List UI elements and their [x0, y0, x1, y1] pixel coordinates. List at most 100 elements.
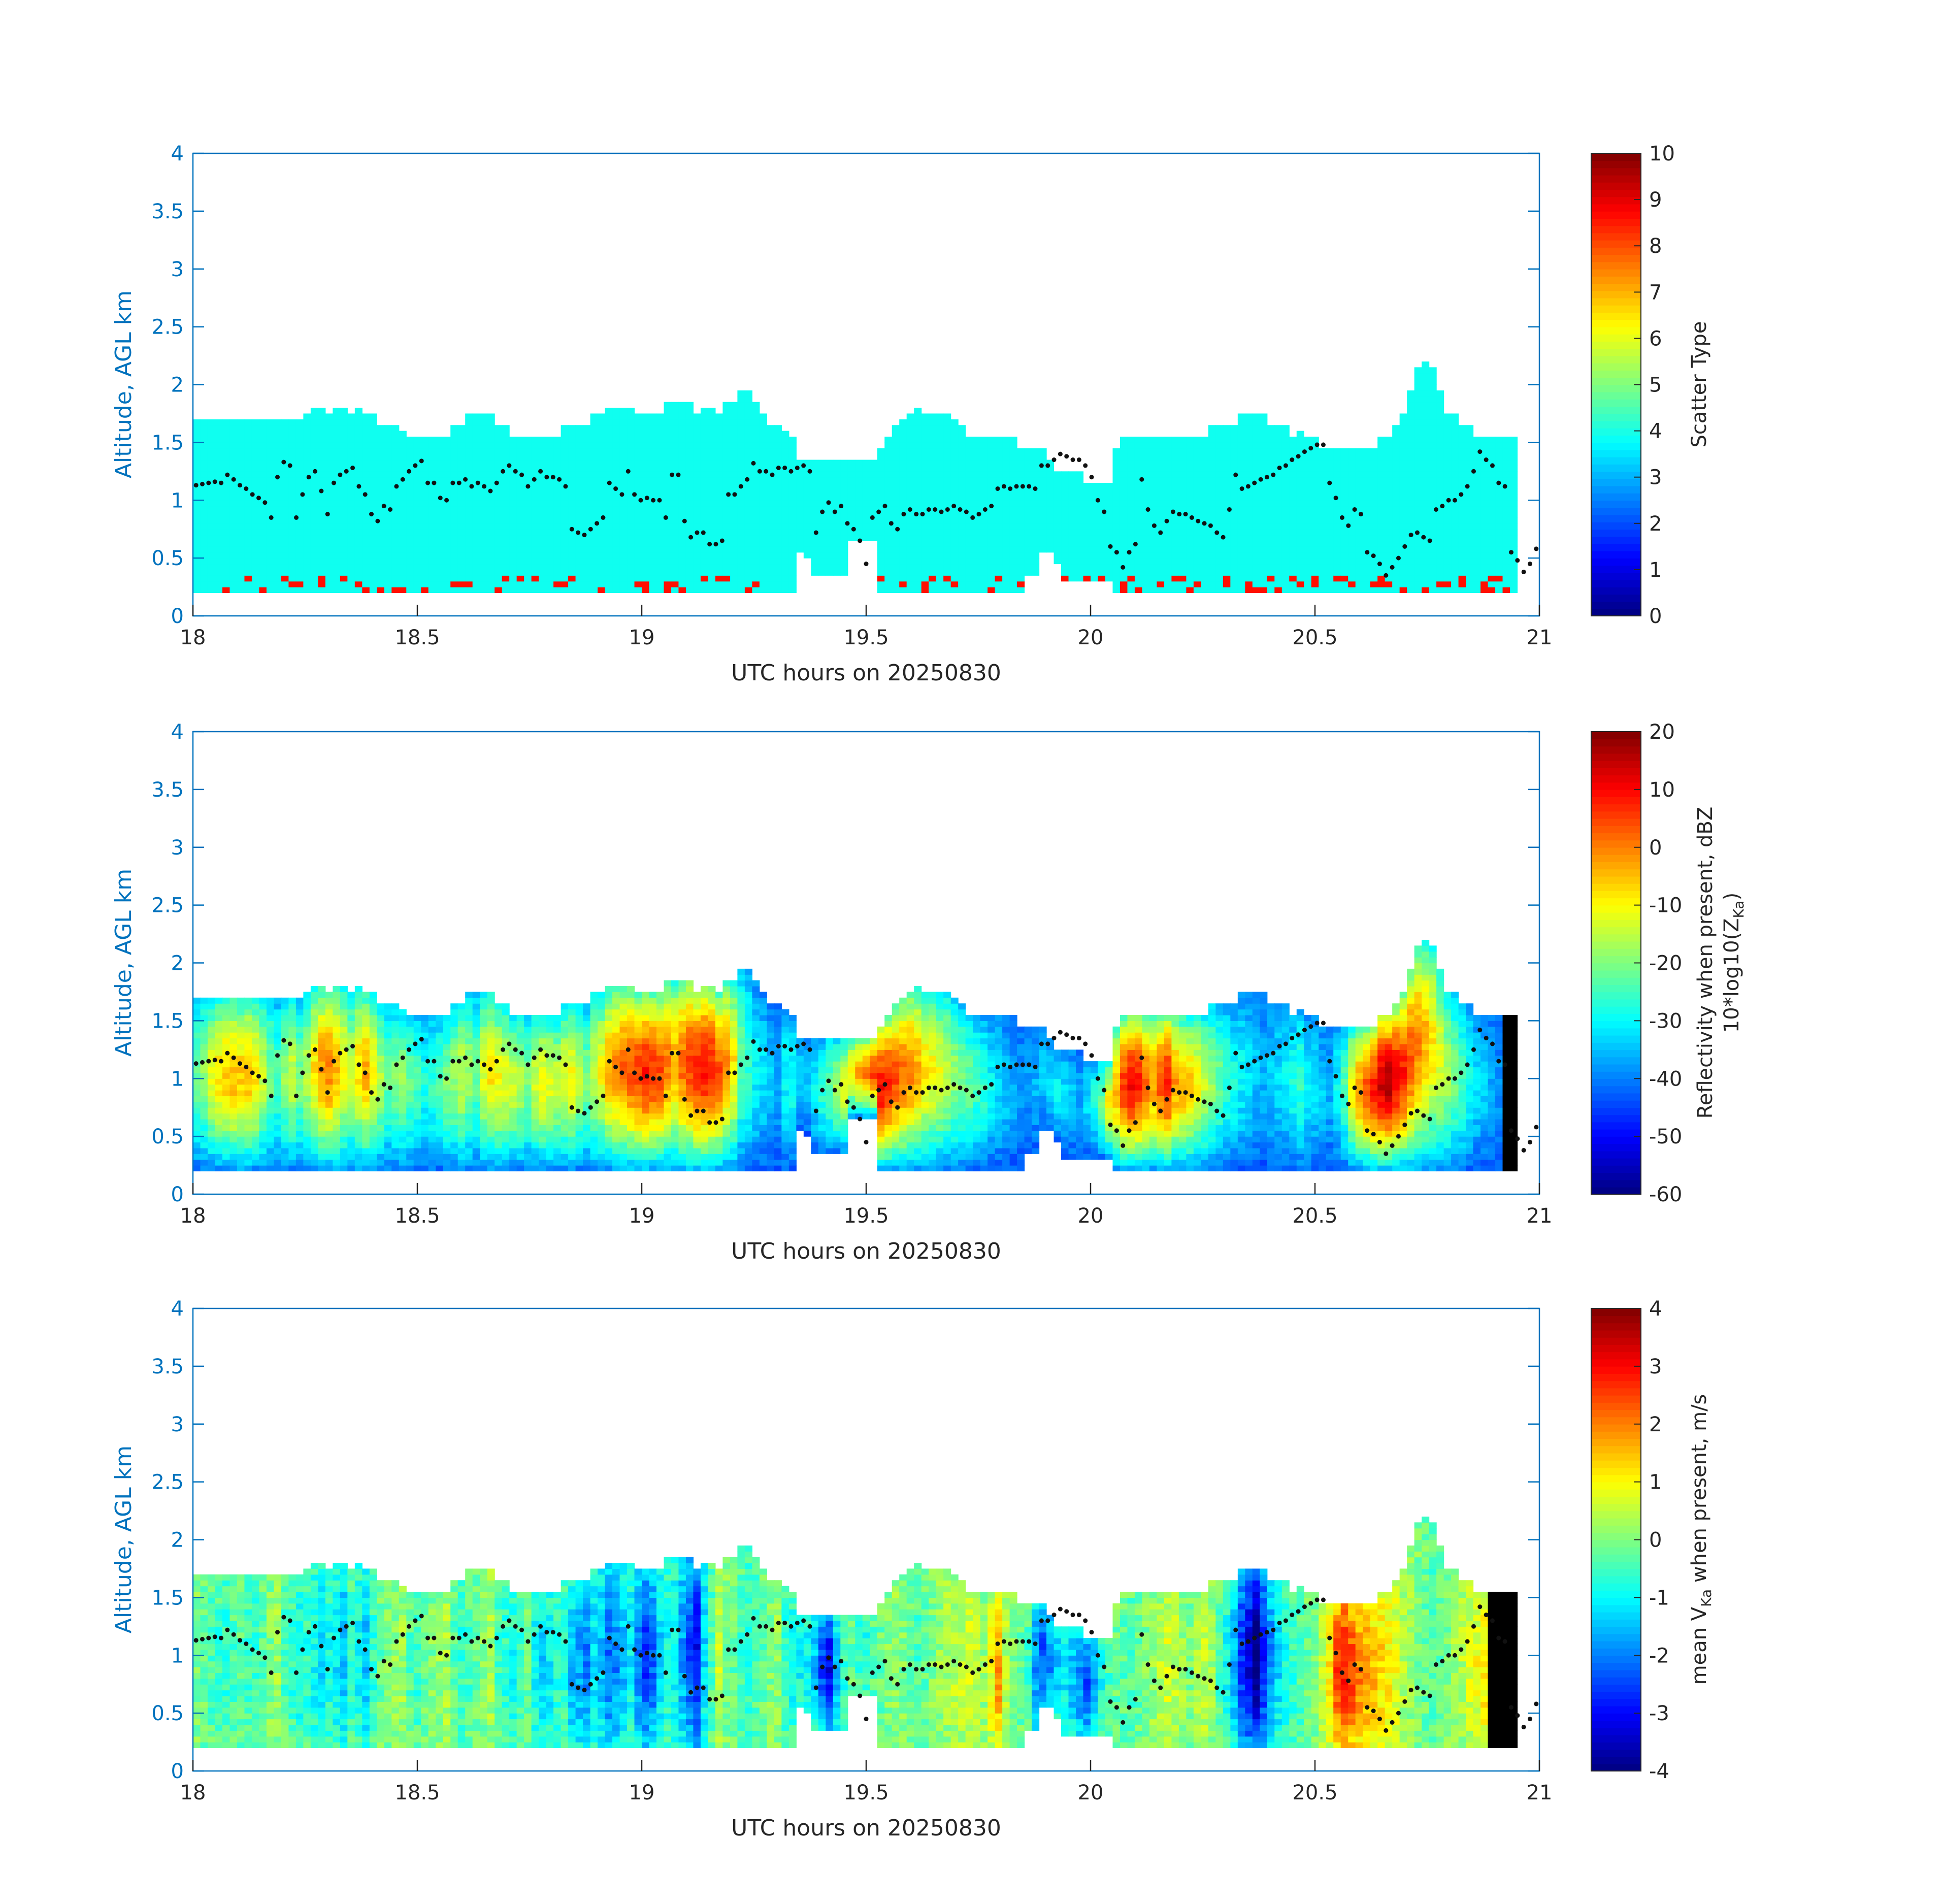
heatmap-cell [649, 488, 657, 495]
heatmap-cell [575, 575, 583, 582]
heatmap-cell [1164, 506, 1172, 512]
heatmap-cell [664, 483, 672, 489]
heatmap-cell [509, 506, 517, 512]
heatmap-cell [605, 459, 613, 466]
heatmap-cell [715, 459, 723, 466]
heatmap-cell [870, 535, 878, 541]
heatmap-cell [811, 523, 819, 530]
heatmap-cell [539, 483, 547, 489]
heatmap-cell [988, 535, 996, 541]
heatmap-cell [1009, 448, 1017, 454]
heatmap-cell [244, 459, 252, 466]
heatmap-cell [730, 512, 738, 518]
heatmap-cell [752, 535, 760, 541]
heatmap-cell [1134, 546, 1143, 553]
heatmap-cell [222, 529, 231, 536]
heatmap-cell [958, 540, 966, 547]
heatmap-cell [693, 419, 701, 425]
heatmap-cell [1407, 506, 1415, 512]
heatmap-cell [575, 459, 583, 466]
heatmap-cell [1215, 436, 1224, 443]
heatmap-cell [965, 581, 973, 587]
heatmap-cell [693, 425, 701, 432]
heatmap-cell [1230, 500, 1238, 507]
heatmap-cell [1171, 546, 1179, 553]
heatmap-cell [1429, 535, 1437, 541]
heatmap-cell [457, 581, 466, 587]
heatmap-cell [436, 471, 444, 478]
heatmap-cell [1311, 500, 1319, 507]
heatmap-cell [222, 477, 231, 483]
heatmap-cell [354, 523, 363, 530]
heatmap-cell [988, 454, 996, 461]
heatmap-cell [840, 546, 848, 553]
heatmap-cell [722, 471, 731, 478]
heatmap-cell [1157, 575, 1165, 582]
heatmap-cell [561, 535, 569, 541]
heatmap-cell [818, 564, 826, 570]
heatmap-cell [796, 488, 804, 495]
heatmap-cell [472, 523, 480, 530]
heatmap-cell [752, 523, 760, 530]
heatmap-cell [1348, 546, 1356, 553]
heatmap-cell [333, 488, 341, 495]
heatmap-cell [1186, 535, 1194, 541]
heatmap-cell [333, 431, 341, 437]
heatmap-cell [973, 471, 981, 478]
heatmap-cell [413, 506, 421, 512]
heatmap-cell [480, 413, 488, 420]
heatmap-cell [1443, 459, 1452, 466]
heatmap-cell [495, 581, 503, 587]
heatmap-cell [929, 500, 937, 507]
heatmap-cell [1429, 569, 1437, 576]
heatmap-cell [1098, 494, 1106, 501]
heatmap-cell [288, 431, 297, 437]
heatmap-cell [855, 494, 863, 501]
heatmap-cell [443, 454, 451, 461]
heatmap-cell [929, 512, 937, 518]
heatmap-cell [1017, 529, 1025, 536]
heatmap-cell [480, 546, 488, 553]
heatmap-cell [200, 558, 208, 565]
heatmap-cell [1399, 546, 1407, 553]
heatmap-cell [995, 535, 1003, 541]
heatmap-cell [502, 477, 510, 483]
heatmap-cell [251, 546, 260, 553]
heatmap-cell [892, 465, 900, 472]
heatmap-cell [274, 436, 282, 443]
heatmap-cell [391, 488, 400, 495]
heatmap-cell [1488, 500, 1496, 507]
heatmap-cell [980, 535, 988, 541]
heatmap-cell [730, 436, 738, 443]
heatmap-cell [347, 558, 355, 565]
heatmap-cell [1495, 454, 1503, 461]
heatmap-cell [619, 558, 628, 565]
heatmap-cell [914, 431, 922, 437]
heatmap-cell [950, 488, 959, 495]
heatmap-cell [685, 506, 694, 512]
heatmap-cell [855, 529, 863, 536]
heatmap-cell [200, 587, 208, 594]
heatmap-cell [333, 512, 341, 518]
heatmap-cell [995, 488, 1003, 495]
heatmap-cell [1311, 575, 1319, 582]
heatmap-cell [649, 564, 657, 570]
heatmap-cell [781, 448, 789, 454]
heatmap-cell [1414, 425, 1422, 432]
heatmap-cell [1377, 471, 1386, 478]
heatmap-cell [605, 517, 613, 524]
heatmap-cell [914, 552, 922, 559]
heatmap-cell [965, 494, 973, 501]
heatmap-cell [612, 425, 620, 432]
heatmap-cell [700, 483, 709, 489]
heatmap-cell [406, 529, 414, 536]
heatmap-cell [325, 488, 333, 495]
heatmap-cell [377, 471, 385, 478]
heatmap-cell [1480, 442, 1489, 449]
heatmap-cell [708, 471, 716, 478]
heatmap-cell [1120, 494, 1128, 501]
heatmap-cell [524, 512, 532, 518]
heatmap-cell [1260, 558, 1268, 565]
heatmap-cell [700, 540, 709, 547]
heatmap-cell [1333, 523, 1341, 530]
